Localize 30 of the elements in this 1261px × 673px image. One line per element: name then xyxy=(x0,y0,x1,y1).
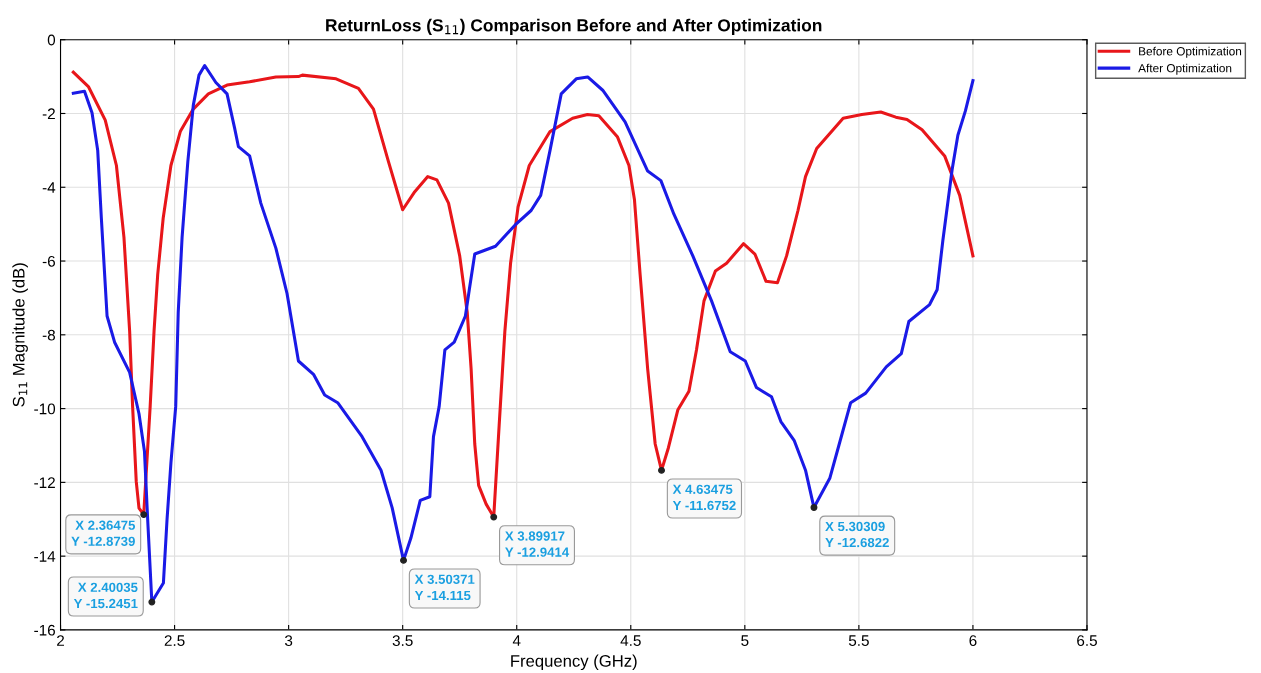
annotation: X 3.50371 Y -14.115 xyxy=(414,574,475,601)
y-tick-label: -6 xyxy=(42,255,55,267)
x-tick-label: 2 xyxy=(57,635,65,646)
x-tick-label: 4.5 xyxy=(620,635,641,647)
annotation: X 2.40035 Y -15.2451 xyxy=(73,582,138,609)
legend-label: Before Optimization xyxy=(1139,46,1242,58)
y-tick-label: -4 xyxy=(42,182,56,193)
y-tick-label: -2 xyxy=(42,108,55,120)
annotation: X 4.63475 Y -11.6752 xyxy=(672,484,736,511)
annotation: X 3.89917 Y -12.9414 xyxy=(504,531,570,557)
y-tick-label: -10 xyxy=(34,403,56,415)
x-tick-label: 3.5 xyxy=(392,635,413,647)
y-tick-label: -14 xyxy=(34,551,56,562)
legend-label: After Optimization xyxy=(1138,63,1232,75)
chart-title: ReturnLoss (S$_{11}$) Comparison Before and After Optimization xyxy=(326,18,822,35)
y-tick-label: 0 xyxy=(47,34,56,46)
x-tick-label: 6 xyxy=(969,635,977,647)
y-tick-label: -8 xyxy=(42,329,55,341)
x-tick-label: 4 xyxy=(512,635,521,646)
x-axis-title: Frequency (GHz) xyxy=(511,654,637,671)
x-tick-label: 6.5 xyxy=(1077,635,1097,647)
x-tick-label: 2.5 xyxy=(164,635,185,647)
y-axis-title: S$_{11}$ Magnitude (dB) xyxy=(12,263,28,407)
annotation: X 2.36475 Y -12.8739 xyxy=(71,520,136,546)
y-tick-label: -12 xyxy=(34,477,55,488)
x-tick-label: 5 xyxy=(741,635,749,647)
annotation: X 5.30309 Y -12.6822 xyxy=(825,521,889,548)
x-tick-label: 3 xyxy=(284,635,293,647)
x-tick-label: 5.5 xyxy=(848,635,869,647)
y-tick-label: -16 xyxy=(34,624,55,636)
